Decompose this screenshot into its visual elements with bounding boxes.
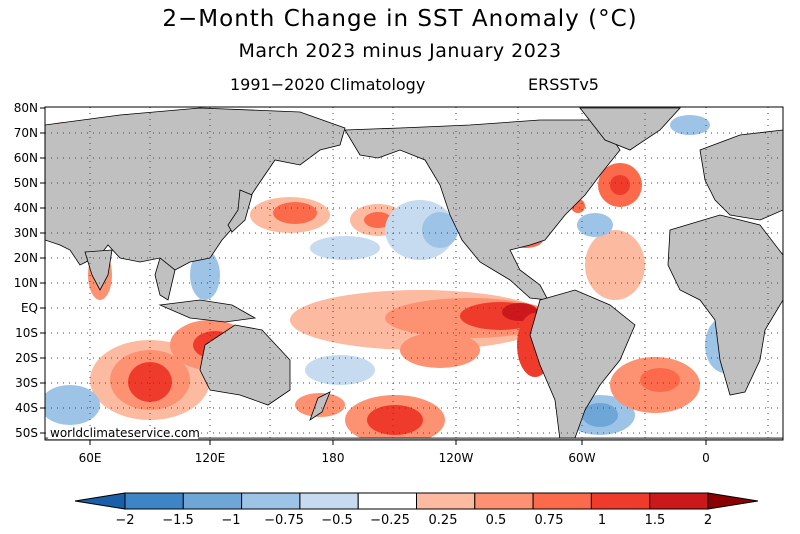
colorbar-label: 0.5 [486, 513, 507, 528]
lon-label: 60E [79, 451, 102, 465]
colorbar-segment [241, 492, 301, 510]
lat-label: 10N [14, 276, 38, 290]
credit-text: worldclimateservice.com [50, 426, 200, 440]
colorbar-label: 2 [704, 513, 712, 528]
lon-label: 120E [195, 451, 226, 465]
sst-map: 80N 70N 60N 50N 40N 30N 20N 10N EQ 10S 2… [14, 101, 784, 465]
colorbar-segment [416, 492, 476, 510]
climatology-label: 1991−2020 Climatology [230, 75, 426, 94]
colorbar-label: −0.75 [264, 513, 304, 528]
colorbar-label: −0.25 [370, 513, 410, 528]
lat-label: 20N [14, 251, 38, 265]
lat-label: 70N [14, 126, 38, 140]
colorbar-label: −0.5 [321, 513, 353, 528]
lat-label: 50N [14, 176, 38, 190]
colorbar-label: −1.5 [162, 513, 194, 528]
chart-title: 2−Month Change in SST Anomaly (°C) [162, 6, 638, 32]
colorbar-label: −2 [115, 513, 134, 528]
axis-ticks [40, 107, 707, 445]
lat-label: EQ [21, 301, 38, 315]
lat-label: 30N [14, 226, 38, 240]
lon-label: 120W [439, 451, 474, 465]
colorbar-label: 0.25 [429, 513, 458, 528]
dataset-label: ERSSTv5 [528, 75, 599, 94]
colorbar-segment [182, 492, 243, 510]
colorbar: −2 −1.5 −1 −0.75 −0.5 −0.25 0.25 0.5 0.75 1 1.5 2 [74, 492, 759, 528]
colorbar-segment [474, 492, 534, 510]
lat-label: 40S [15, 401, 38, 415]
lat-label: 40N [14, 201, 38, 215]
colorbar-low-arrow [74, 492, 126, 510]
chart-subtitle: March 2023 minus January 2023 [238, 40, 562, 62]
lat-label: 20S [15, 351, 38, 365]
lat-label: 60N [14, 151, 38, 165]
colorbar-segment [357, 492, 418, 510]
colorbar-label: 1 [598, 513, 606, 528]
colorbar-label: −1 [221, 513, 240, 528]
colorbar-high-arrow [707, 492, 759, 510]
credit-box [48, 426, 198, 439]
colorbar-label: 0.75 [535, 513, 564, 528]
lat-label: 80N [14, 101, 38, 115]
colorbar-segment [532, 492, 592, 510]
colorbar-segment [590, 492, 651, 510]
lat-label: 30S [15, 376, 38, 390]
colorbar-segment [124, 492, 184, 510]
lat-label: 10S [15, 326, 38, 340]
lon-label: 0 [702, 451, 710, 465]
anomaly-field [45, 115, 745, 440]
colorbar-segment [299, 492, 359, 510]
colorbar-segment [649, 492, 709, 510]
map-frame [44, 106, 784, 441]
colorbar-label: 1.5 [645, 513, 666, 528]
lon-label: 60W [568, 451, 595, 465]
lon-label: 180 [322, 451, 345, 465]
lat-label: 50S [15, 426, 38, 440]
